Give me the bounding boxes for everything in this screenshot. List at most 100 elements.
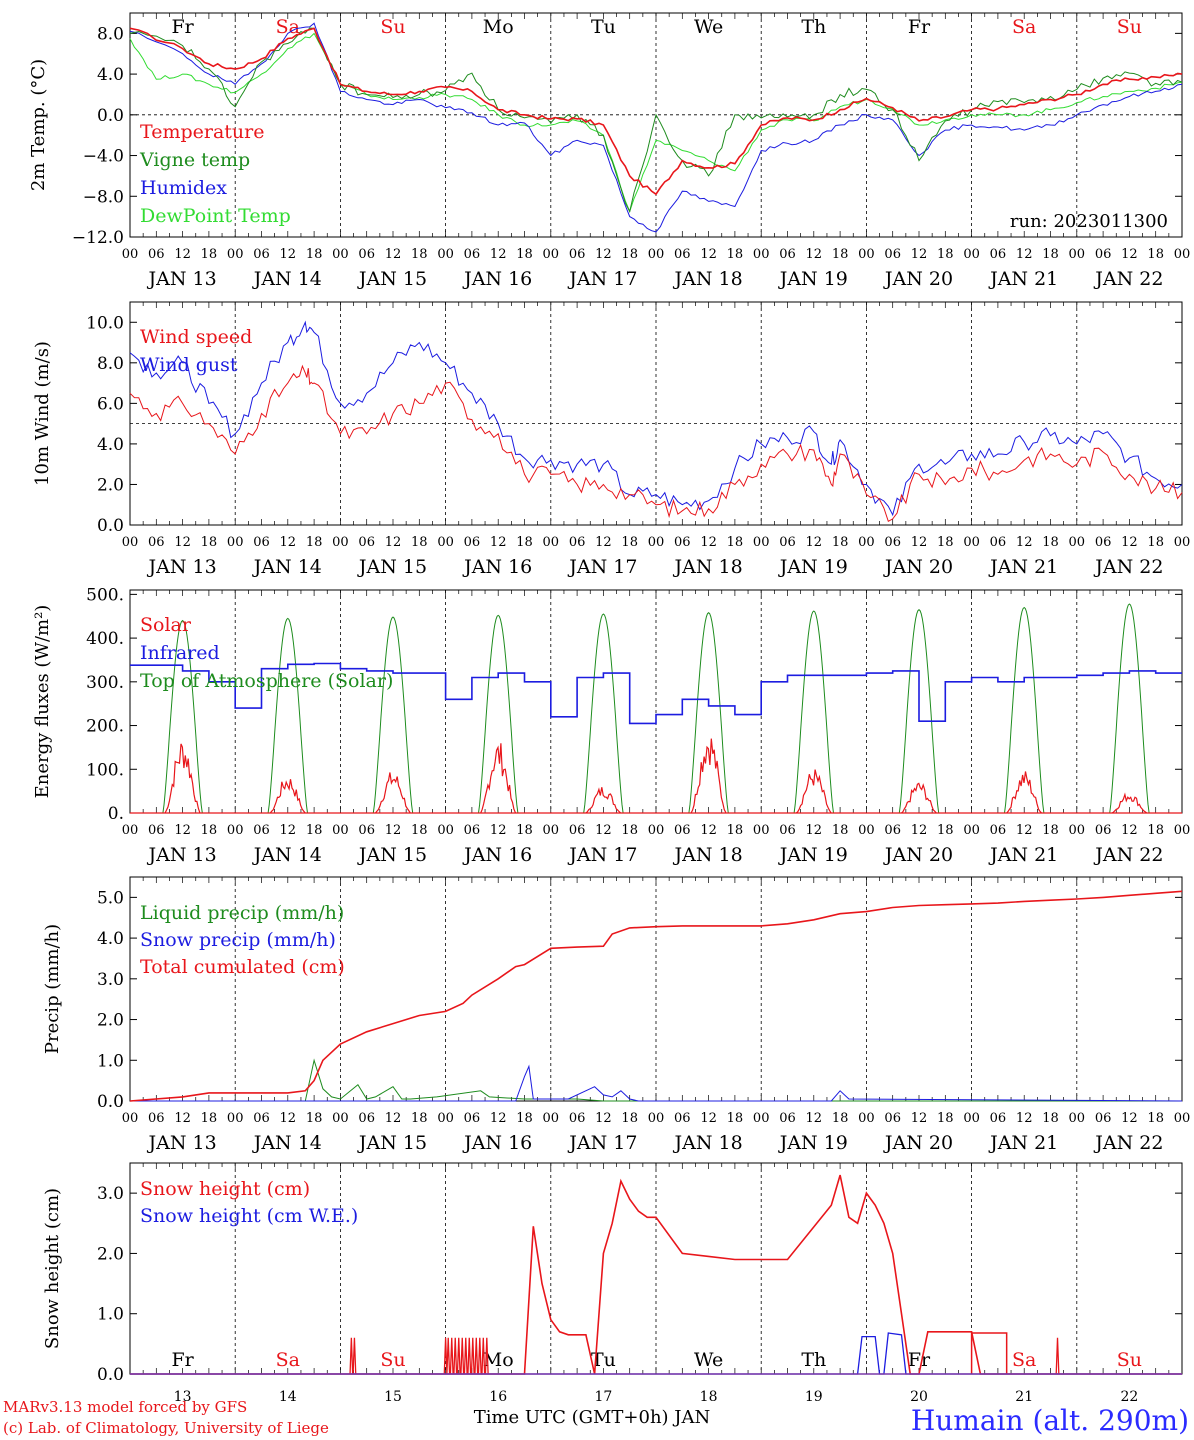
legend-entry: Snow height (cm W.E.) bbox=[140, 1205, 358, 1227]
solar-day-curve bbox=[1111, 792, 1147, 814]
y-tick-label: 1.0 bbox=[97, 1051, 124, 1071]
snow-spike bbox=[453, 1337, 458, 1375]
date-label: JAN 20 bbox=[883, 556, 953, 578]
toa-day-arc bbox=[162, 619, 203, 814]
date-label: JAN 16 bbox=[462, 268, 532, 290]
weekday-label: Tu bbox=[591, 1349, 616, 1371]
hour-tick-label: 18 bbox=[516, 247, 533, 262]
hour-tick-label: 00 bbox=[122, 535, 139, 550]
series-wind-speed bbox=[129, 364, 1183, 523]
date-label: JAN 17 bbox=[567, 1132, 637, 1154]
hour-tick-label: 18 bbox=[1042, 823, 1059, 838]
legend-entry: Temperature bbox=[140, 121, 264, 143]
snow-spike bbox=[449, 1337, 454, 1375]
hour-tick-label: 12 bbox=[700, 535, 717, 550]
hour-tick-label: 00 bbox=[858, 1111, 875, 1126]
day-number-label: 22 bbox=[1120, 1389, 1138, 1405]
hour-tick-label: 12 bbox=[1016, 247, 1033, 262]
footer-copyright: (c) Lab. of Climatology, University of L… bbox=[3, 1419, 329, 1437]
hour-tick-label: 06 bbox=[569, 535, 586, 550]
series-dewpoint-temp bbox=[129, 32, 1183, 213]
hour-tick-label: 06 bbox=[148, 823, 165, 838]
hour-tick-label: 12 bbox=[1121, 247, 1138, 262]
hour-tick-label: 00 bbox=[332, 1111, 349, 1126]
y-tick-label: 1.0 bbox=[97, 1305, 124, 1325]
y-tick-label: 0.0 bbox=[97, 1365, 124, 1385]
hour-tick-label: 18 bbox=[621, 247, 638, 262]
hour-tick-label: 12 bbox=[280, 1111, 297, 1126]
toa-day-arc bbox=[267, 617, 308, 814]
hour-tick-label: 12 bbox=[806, 823, 823, 838]
hour-tick-label: 18 bbox=[201, 535, 218, 550]
hour-tick-label: 12 bbox=[174, 823, 191, 838]
hour-tick-label: 00 bbox=[122, 247, 139, 262]
run-annotation: run: 2023011300 bbox=[1010, 211, 1168, 232]
y-tick-label: 4.0 bbox=[97, 435, 124, 455]
hour-tick-label: 00 bbox=[1069, 247, 1086, 262]
hour-tick-label: 00 bbox=[437, 1111, 454, 1126]
date-label: JAN 19 bbox=[778, 556, 848, 578]
day-number-label: 17 bbox=[594, 1389, 612, 1405]
hour-tick-label: 12 bbox=[1121, 1111, 1138, 1126]
weekday-label: Su bbox=[1117, 1349, 1142, 1371]
hour-tick-label: 06 bbox=[253, 535, 270, 550]
hour-tick-label: 00 bbox=[963, 535, 980, 550]
date-label: JAN 16 bbox=[462, 556, 532, 578]
date-label: JAN 14 bbox=[252, 268, 322, 290]
day-number-label: 18 bbox=[700, 1389, 718, 1405]
hour-tick-label: 00 bbox=[648, 823, 665, 838]
hour-tick-label: 18 bbox=[621, 823, 638, 838]
day-number-label: 13 bbox=[174, 1389, 192, 1405]
hour-tick-label: 06 bbox=[148, 247, 165, 262]
day-number-label: 15 bbox=[384, 1389, 402, 1405]
date-label: JAN 20 bbox=[883, 844, 953, 866]
toa-day-arc bbox=[688, 612, 729, 814]
solar-day-curve bbox=[480, 743, 516, 814]
hour-tick-label: 12 bbox=[385, 535, 402, 550]
hour-tick-label: 18 bbox=[727, 1111, 744, 1126]
hour-tick-label: 12 bbox=[595, 823, 612, 838]
date-label: JAN 17 bbox=[567, 268, 637, 290]
hour-tick-label: 06 bbox=[358, 823, 375, 838]
hour-tick-label: 18 bbox=[306, 535, 323, 550]
legend-entry: Top of Atmosphere (Solar) bbox=[140, 670, 393, 692]
hour-tick-label: 06 bbox=[884, 1111, 901, 1126]
hour-tick-label: 06 bbox=[990, 535, 1007, 550]
plot-frame bbox=[129, 301, 1183, 526]
weekday-label: Mo bbox=[483, 16, 514, 38]
date-label: JAN 21 bbox=[988, 1132, 1058, 1154]
footer-model-credit: MARv3.13 model forced by GFS bbox=[3, 1398, 247, 1416]
y-tick-label: 400. bbox=[86, 629, 124, 649]
hour-tick-label: 06 bbox=[990, 823, 1007, 838]
hour-tick-label: 00 bbox=[227, 535, 244, 550]
hour-tick-label: 06 bbox=[358, 247, 375, 262]
date-label: JAN 16 bbox=[462, 1132, 532, 1154]
hour-tick-label: 06 bbox=[464, 535, 481, 550]
hour-tick-label: 00 bbox=[227, 823, 244, 838]
hour-tick-label: 12 bbox=[1121, 823, 1138, 838]
hour-tick-label: 06 bbox=[779, 535, 796, 550]
panel-4: 5.0 4.0 3.0 2.0 1.0 0.0 Precip (mm/h) 00 06 12 18 0… bbox=[42, 876, 1190, 1154]
hour-tick-label: 12 bbox=[1016, 1111, 1033, 1126]
date-label: JAN 22 bbox=[1093, 268, 1163, 290]
hour-tick-label: 12 bbox=[280, 247, 297, 262]
day-number-label: 16 bbox=[489, 1389, 507, 1405]
date-label: JAN 15 bbox=[357, 1132, 427, 1154]
y-tick-label: 2.0 bbox=[97, 1011, 124, 1031]
date-label: JAN 17 bbox=[567, 556, 637, 578]
panels-group: 8.04.00.0−4.0−8.0−12.02m Temp. (°C)00 06 1… bbox=[28, 12, 1190, 1405]
weekday-label: Mo bbox=[483, 1349, 514, 1371]
toa-day-arc bbox=[1004, 606, 1045, 814]
hour-tick-label: 12 bbox=[490, 247, 507, 262]
hour-tick-label: 06 bbox=[148, 535, 165, 550]
y-tick-label: 0.0 bbox=[97, 516, 124, 536]
hour-tick-label: 12 bbox=[385, 247, 402, 262]
date-label: JAN 22 bbox=[1093, 556, 1163, 578]
y-tick-label: 8.0 bbox=[97, 354, 124, 374]
solar-day-curve bbox=[375, 772, 411, 814]
hour-tick-label: 06 bbox=[1095, 1111, 1112, 1126]
snow-spike bbox=[467, 1337, 472, 1375]
date-label: JAN 18 bbox=[673, 268, 743, 290]
snow-spike bbox=[446, 1337, 451, 1375]
hour-tick-label: 06 bbox=[674, 1111, 691, 1126]
